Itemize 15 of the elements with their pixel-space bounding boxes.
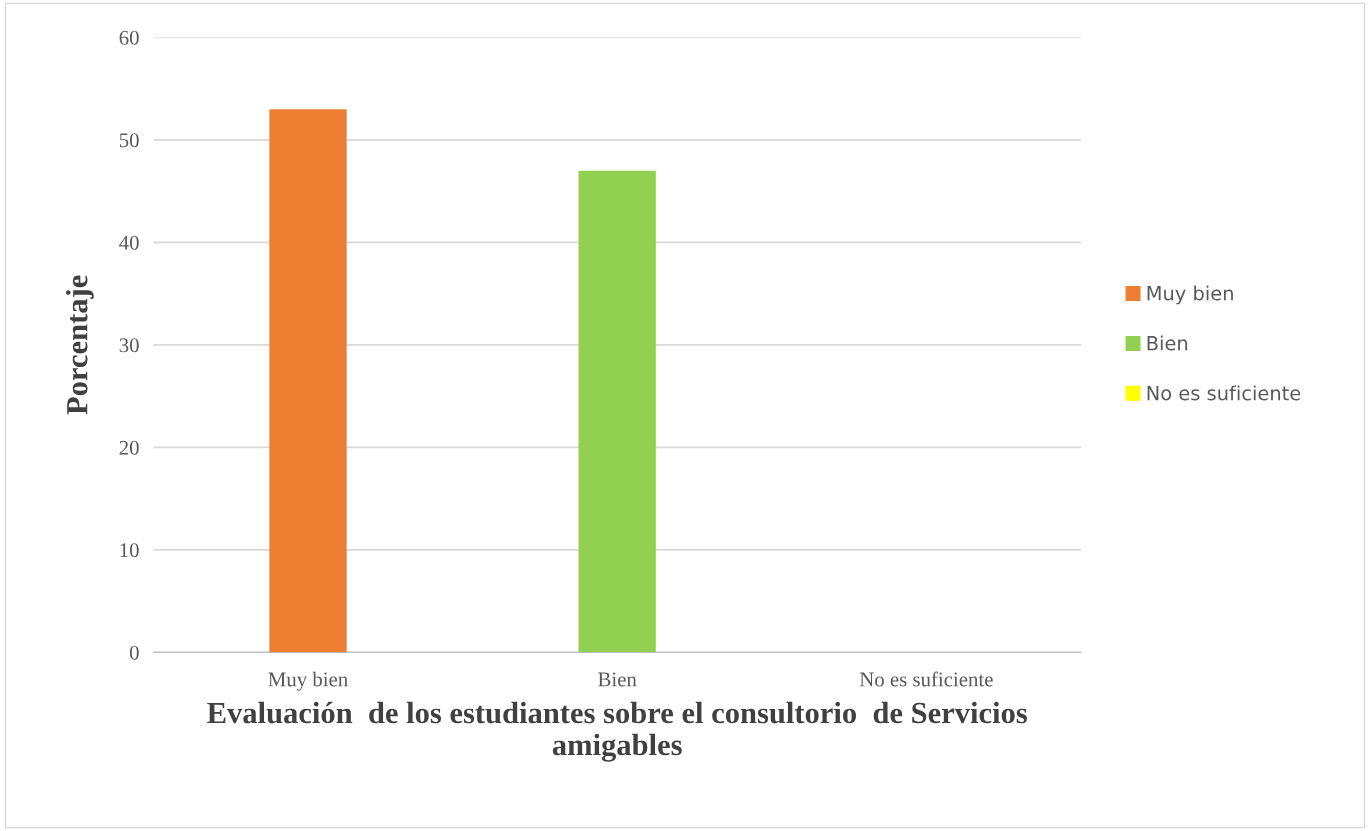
legend-label: No es suficiente [1147, 385, 1301, 401]
x-tick-label: Muy bien [268, 671, 348, 691]
y-tick-label: 50 [119, 133, 139, 148]
y-tick-label: 30 [119, 338, 139, 353]
legend-label: Muy bien [1147, 285, 1233, 305]
legend-label: Bien [1147, 335, 1188, 351]
y-tick-label: 0 [129, 645, 139, 660]
y-axis-title: Porcentaje [66, 275, 94, 415]
x-tick-label: Bien [598, 672, 637, 687]
y-tick-label: 40 [119, 235, 139, 250]
y-tick-label: 20 [119, 440, 139, 455]
x-axis-title: Evaluación de los estudiantes sobre el consultorio de Servicios amigables [207, 701, 1027, 762]
y-tick-label: 10 [120, 543, 139, 558]
y-tick-label: 60 [119, 30, 139, 45]
x-tick-label: No es suficiente [859, 671, 993, 687]
